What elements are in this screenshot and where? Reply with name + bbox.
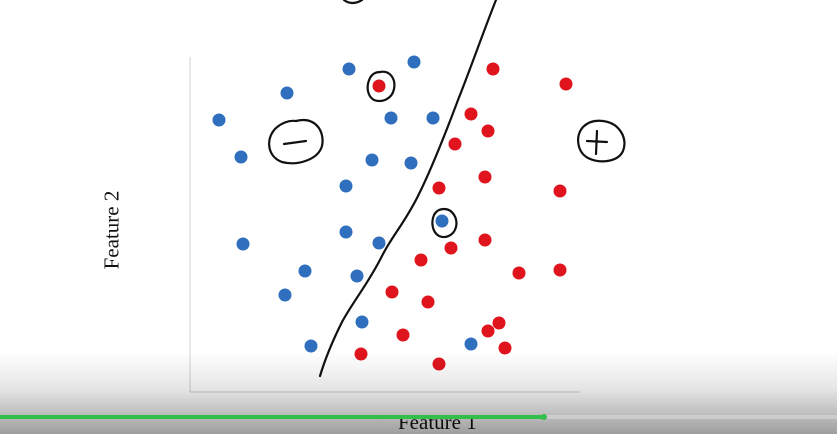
- data-point-positive-1: [559, 77, 573, 91]
- title-fragment: [342, 0, 364, 5]
- data-point-positive-5: [448, 137, 462, 151]
- misclassified-positive-circle: [366, 70, 396, 103]
- data-point-negative-4: [342, 62, 356, 76]
- data-point-positive-3: [464, 107, 478, 121]
- data-point-negative-12: [372, 236, 386, 250]
- positive-class-marker: [577, 119, 626, 163]
- data-point-negative-18: [464, 337, 478, 351]
- data-point-positive-15: [421, 295, 435, 309]
- data-point-negative-6: [384, 111, 398, 125]
- video-progress-handle[interactable]: [541, 414, 548, 420]
- data-point-positive-16: [492, 316, 506, 330]
- data-points: [212, 55, 573, 371]
- data-point-negative-15: [278, 288, 292, 302]
- data-point-positive-7: [432, 181, 446, 195]
- data-point-positive-8: [553, 184, 567, 198]
- data-point-negative-3: [280, 86, 294, 100]
- data-point-negative-7: [426, 111, 440, 125]
- data-point-positive-20: [354, 347, 368, 361]
- data-point-negative-14: [350, 269, 364, 283]
- data-point-positive-14: [385, 285, 399, 299]
- negative-class-marker: [268, 118, 324, 165]
- data-point-negative-2: [236, 237, 250, 251]
- data-point-negative-16: [355, 315, 369, 329]
- decision-boundary: [318, 0, 498, 378]
- y-axis-label: Feature 2: [99, 190, 124, 270]
- data-point-negative-17: [304, 339, 318, 353]
- data-point-negative-9: [404, 156, 418, 170]
- data-point-negative-0: [212, 113, 226, 127]
- data-point-positive-11: [414, 253, 428, 267]
- data-point-positive-21: [432, 357, 446, 371]
- data-point-negative-8: [365, 153, 379, 167]
- misclassified-negative-circle: [431, 207, 458, 239]
- data-point-positive-18: [396, 328, 410, 342]
- data-point-negative-13: [298, 264, 312, 278]
- data-point-positive-13: [553, 263, 567, 277]
- data-point-positive-0: [486, 62, 500, 76]
- data-point-negative-11: [339, 225, 353, 239]
- data-point-negative-19: [435, 214, 449, 228]
- data-point-negative-10: [339, 179, 353, 193]
- data-point-positive-6: [478, 170, 492, 184]
- video-progress-bar[interactable]: [0, 414, 837, 420]
- data-point-positive-19: [498, 341, 512, 355]
- data-point-positive-9: [478, 233, 492, 247]
- data-point-positive-4: [481, 124, 495, 138]
- x-axis-label: Feature 1: [398, 410, 477, 434]
- video-progress-fill: [0, 415, 545, 419]
- data-point-positive-12: [512, 266, 526, 280]
- data-point-positive-17: [481, 324, 495, 338]
- data-point-positive-2: [372, 79, 386, 93]
- data-point-negative-5: [407, 55, 421, 69]
- data-point-negative-1: [234, 150, 248, 164]
- data-point-positive-10: [444, 241, 458, 255]
